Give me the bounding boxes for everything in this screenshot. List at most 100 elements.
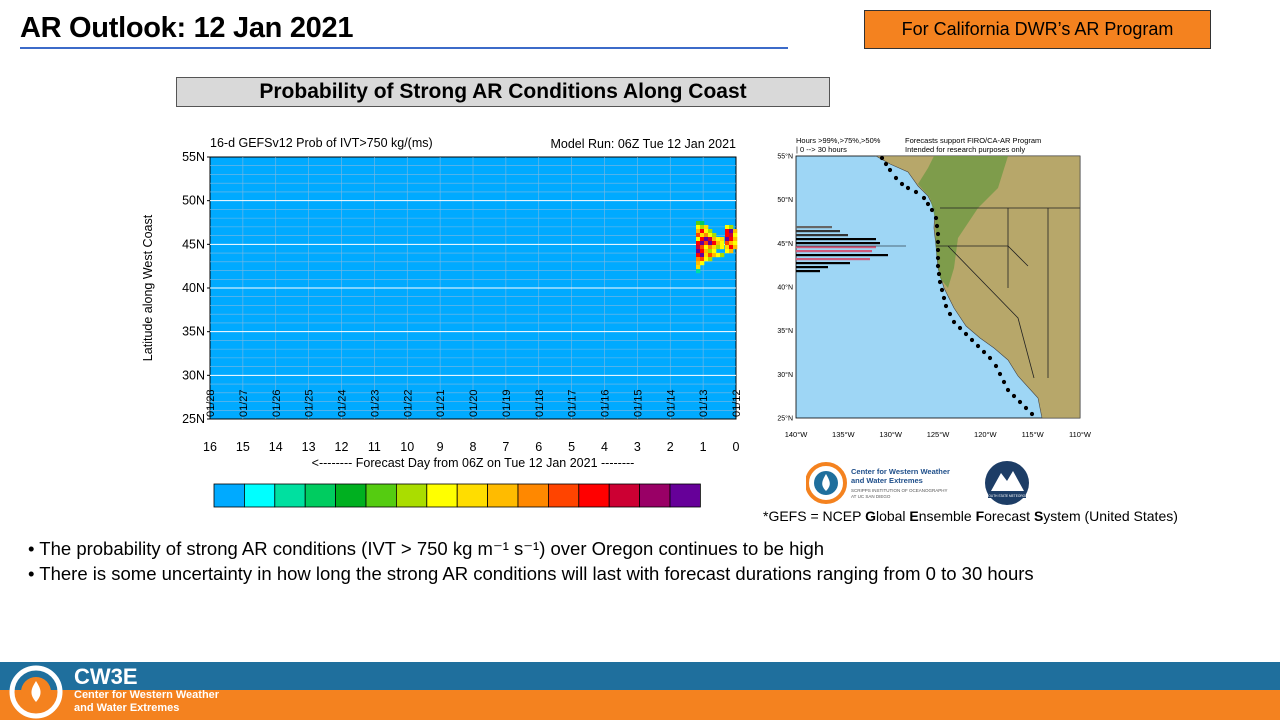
coastal-point <box>1017 399 1023 405</box>
map-lon-label: 135°W <box>832 430 856 439</box>
map-lat-label: 40°N <box>777 284 793 292</box>
probability-cell <box>716 241 721 246</box>
colorbar-swatch <box>335 483 367 508</box>
probability-cell <box>696 257 701 262</box>
lat-label: 35N <box>182 325 205 339</box>
coastal-map: Hours >99%,>75%,>50% | 0 --> 30 hours Fo… <box>777 136 1092 439</box>
probability-cell <box>725 233 730 238</box>
probability-cell <box>708 249 713 254</box>
colorbar <box>213 483 701 508</box>
probability-cell <box>733 229 738 234</box>
coastal-point <box>913 189 919 195</box>
date-label: 01/25 <box>304 389 316 417</box>
probability-cell <box>704 237 709 242</box>
lat-labels: 55N 50N 45N 40N 35N 30N 25N <box>182 150 210 426</box>
date-label: 01/24 <box>337 389 349 417</box>
date-label: 01/20 <box>468 389 480 417</box>
probability-cell <box>708 237 713 242</box>
colorbar-swatch <box>365 483 397 508</box>
map-lat-label: 35°N <box>777 327 793 335</box>
coastal-point <box>947 311 953 317</box>
lat-label: 50N <box>182 194 205 208</box>
map-header-left-2: | 0 --> 30 hours <box>796 145 847 154</box>
probability-cell <box>696 261 701 266</box>
coastal-point <box>943 303 949 309</box>
probability-cell <box>700 261 705 266</box>
plot-heading: Probability of Strong AR Conditions Alon… <box>176 77 830 107</box>
map-lat-label: 45°N <box>777 240 793 248</box>
probability-cell <box>700 233 705 238</box>
date-label: 01/17 <box>567 389 579 417</box>
coastal-point <box>941 295 947 301</box>
probability-cell <box>725 237 730 242</box>
probability-cell <box>696 249 701 254</box>
date-label: 01/19 <box>501 389 513 417</box>
coastal-point <box>997 371 1003 377</box>
cw3e-logo-line2: and Water Extremes <box>851 476 923 485</box>
bullet-item: The probability of strong AR conditions … <box>28 536 1034 561</box>
day-label: 14 <box>269 440 283 454</box>
probability-cell <box>696 241 701 246</box>
probability-cell <box>720 237 725 242</box>
plymouth-state-logo <box>985 461 1029 505</box>
probability-cell <box>708 233 713 238</box>
probability-cell <box>712 233 717 238</box>
probability-cell <box>725 245 730 250</box>
probability-cell <box>696 221 701 226</box>
map-lat-label: 55°N <box>777 153 793 161</box>
probability-cell <box>704 229 709 234</box>
duration-bar <box>796 238 876 241</box>
probability-cell <box>696 253 701 258</box>
coastal-point <box>975 343 981 349</box>
duration-bars <box>796 226 906 273</box>
probability-cell <box>696 265 701 270</box>
map-lon-label: 125°W <box>927 430 951 439</box>
cw3e-footer-logo <box>9 665 63 719</box>
coastal-point <box>1005 387 1011 393</box>
probability-cell <box>700 229 705 234</box>
date-label: 01/14 <box>665 389 677 417</box>
day-label: 15 <box>236 440 250 454</box>
probability-cell <box>696 233 701 238</box>
day-label: 9 <box>437 440 444 454</box>
duration-bar <box>796 266 828 269</box>
date-label: 01/28 <box>205 389 217 417</box>
day-label: 0 <box>733 440 740 454</box>
day-label: 6 <box>535 440 542 454</box>
colorbar-swatch <box>456 483 489 508</box>
probability-cell <box>729 225 734 230</box>
probability-cell <box>696 245 701 250</box>
date-label: 01/21 <box>435 389 447 417</box>
probability-cell <box>729 249 734 254</box>
cw3e-logo-line1: Center for Western Weather <box>851 467 950 476</box>
lat-label: 45N <box>182 237 205 251</box>
coastal-point <box>883 161 889 167</box>
coastal-point <box>935 263 941 269</box>
probability-cell <box>704 233 709 238</box>
probability-cell <box>725 225 730 230</box>
probability-cell <box>733 233 738 238</box>
map-header-right-2: Intended for research purposes only <box>905 145 1025 154</box>
probability-cell <box>716 237 721 242</box>
probability-cell <box>725 229 730 234</box>
probability-cell <box>708 253 713 258</box>
cw3e-logo-line4: AT UC SAN DIEGO <box>851 494 891 499</box>
coastal-point <box>879 155 885 161</box>
partner-logos: Center for Western Weather and Water Ext… <box>806 461 1035 505</box>
date-labels: 01/28 01/27 01/26 01/25 01/24 01/23 01/22 01/21… <box>205 389 743 417</box>
map-lon-label: 120°W <box>974 430 998 439</box>
coastal-point <box>936 271 942 277</box>
map-lat-label: 25°N <box>777 415 793 423</box>
probability-cell <box>712 241 717 246</box>
coastal-point <box>969 337 975 343</box>
probability-cell <box>696 225 701 230</box>
date-label: 01/18 <box>534 389 546 417</box>
duration-bar <box>796 254 888 257</box>
map-lon-label: 140°W <box>785 430 809 439</box>
probability-cell <box>700 253 705 258</box>
probability-cell <box>700 225 705 230</box>
coastal-point <box>893 175 899 181</box>
probability-cell <box>700 221 705 226</box>
plot-grid <box>210 157 736 419</box>
date-label: 01/15 <box>632 389 644 417</box>
